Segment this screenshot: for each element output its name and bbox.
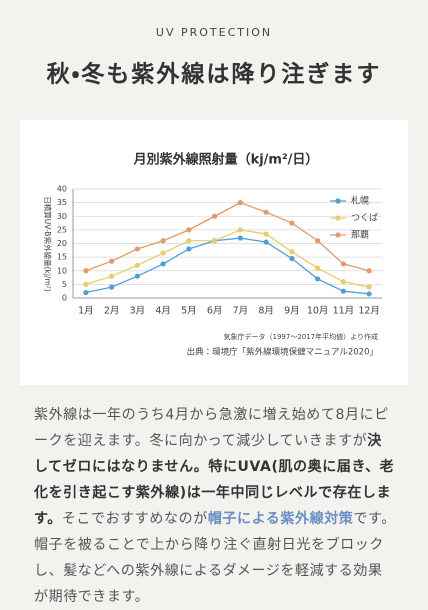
data-point [340,279,346,285]
data-point [160,250,166,256]
data-point [134,273,140,279]
data-point [83,289,89,296]
x-tick-label: 9月 [284,306,300,317]
data-point [289,220,295,226]
data-point [263,239,269,245]
legend-marker [335,232,341,238]
y-tick-label: 0 [62,294,67,303]
series-line [85,229,370,288]
y-tick-label: 40 [57,185,67,194]
body-accent: 帽子による紫外線対策 [207,511,354,527]
data-point [315,238,321,244]
data-point [340,261,346,267]
chart-note: 気象庁データ（1997〜2017年平均値）より作成 [224,332,379,341]
data-point [212,238,218,244]
x-tick-label: 6月 [207,306,223,317]
y-tick-label: 25 [57,225,67,234]
y-tick-label: 10 [57,266,67,275]
y-tick-label: 20 [57,239,67,248]
data-point [160,261,166,267]
body-segment: そこでおすすめなのが [61,511,208,527]
data-point [366,291,372,297]
x-tick-label: 1月 [78,306,94,317]
data-point [186,227,192,233]
data-point [237,227,243,233]
series-line [85,201,370,272]
data-point [237,200,243,206]
data-point [315,265,321,271]
data-point [160,238,166,244]
data-point [109,284,115,290]
series-line [85,237,370,295]
data-point [186,246,192,252]
y-tick-label: 35 [57,198,67,207]
body-text: 紫外線は一年のうち4月から急激に増え始めて8月にピークを迎えます。冬に向かって減… [34,402,396,610]
eyebrow: UV PROTECTION [156,26,272,39]
legend-marker [335,198,341,204]
x-tick-label: 8月 [258,306,274,317]
data-point [134,246,140,252]
y-tick-label: 5 [62,280,67,289]
y-axis-label: 日積算UV-B紫外線量(kj/m²) [43,196,53,291]
x-tick-label: 12月 [358,306,380,317]
x-tick-label: 2月 [104,306,120,317]
data-point [289,249,295,255]
chart-source: 出典：環境庁「紫外線環境保健マニュアル2020」 [187,347,378,358]
x-tick-label: 10月 [307,306,329,317]
data-point [186,238,192,244]
data-point [263,231,269,237]
canvas: UV PROTECTION 秋・冬も紫外線は降り注ぎます 月別紫外線照射量（kj… [20,26,408,385]
body-segment: です。帽子を被ることで上から降り注ぐ直射日光をブロックし、髪などへの紫外線による… [34,511,396,605]
x-tick-label: 3月 [130,306,146,317]
y-tick-label: 15 [57,253,67,262]
data-point [289,255,295,262]
data-point [366,268,372,274]
legend-label: 札幌 [351,195,369,207]
data-point [83,268,89,274]
page-title: 秋・冬も紫外線は降り注ぎます [47,61,382,88]
data-point [212,213,218,219]
data-point [237,235,243,241]
x-tick-label: 7月 [233,306,249,317]
x-tick-label: 11月 [333,306,355,317]
body-bold: 決してゼロにはなりません。特にUVA(肌の奥に届き、老化を引き起こす紫外線)は一… [34,433,395,527]
data-point [109,258,115,264]
x-tick-label: 5月 [181,306,197,317]
legend-label: つくば [351,213,378,224]
data-point [109,273,115,279]
x-tick-label: 4月 [155,306,171,317]
legend-marker [335,215,341,221]
data-point [340,288,346,294]
data-point [134,262,140,268]
chart-title: 月別紫外線照射量（kj/m²/日） [133,152,319,168]
data-point [263,209,269,215]
y-tick-label: 30 [57,212,67,221]
body-segment: 紫外線は一年のうち4月から急激に増え始めて8月にピークを迎えます。冬に向かって減… [34,407,389,449]
data-point [83,281,89,287]
data-point [366,284,372,290]
data-point [315,276,321,282]
chart-card [20,120,408,385]
legend-label: 那覇 [351,230,369,241]
